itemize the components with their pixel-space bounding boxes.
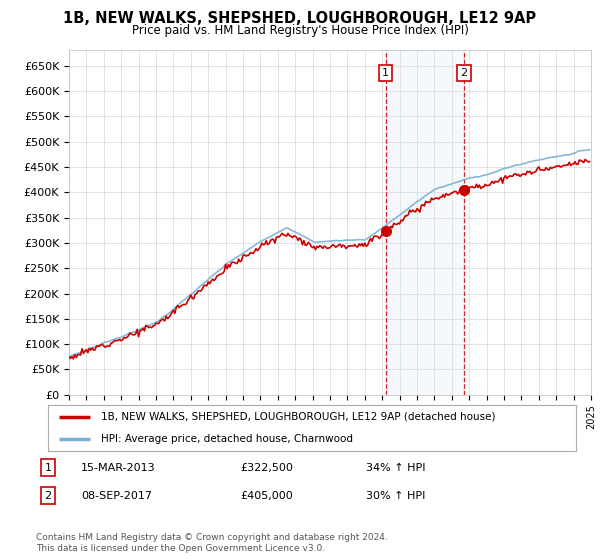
Text: 34% ↑ HPI: 34% ↑ HPI	[366, 463, 425, 473]
Text: 08-SEP-2017: 08-SEP-2017	[81, 491, 152, 501]
Text: 1B, NEW WALKS, SHEPSHED, LOUGHBOROUGH, LE12 9AP (detached house): 1B, NEW WALKS, SHEPSHED, LOUGHBOROUGH, L…	[101, 412, 496, 422]
Text: HPI: Average price, detached house, Charnwood: HPI: Average price, detached house, Char…	[101, 434, 353, 444]
Text: £322,500: £322,500	[240, 463, 293, 473]
Text: Price paid vs. HM Land Registry's House Price Index (HPI): Price paid vs. HM Land Registry's House …	[131, 24, 469, 36]
Text: 1: 1	[44, 463, 52, 473]
Text: 30% ↑ HPI: 30% ↑ HPI	[366, 491, 425, 501]
Text: Contains HM Land Registry data © Crown copyright and database right 2024.
This d: Contains HM Land Registry data © Crown c…	[36, 533, 388, 553]
Text: 1: 1	[382, 68, 389, 78]
Text: 15-MAR-2013: 15-MAR-2013	[81, 463, 155, 473]
Bar	[386, 50, 464, 395]
Text: 2: 2	[460, 68, 467, 78]
Text: 2: 2	[44, 491, 52, 501]
Text: 1B, NEW WALKS, SHEPSHED, LOUGHBOROUGH, LE12 9AP: 1B, NEW WALKS, SHEPSHED, LOUGHBOROUGH, L…	[64, 11, 536, 26]
Text: £405,000: £405,000	[240, 491, 293, 501]
